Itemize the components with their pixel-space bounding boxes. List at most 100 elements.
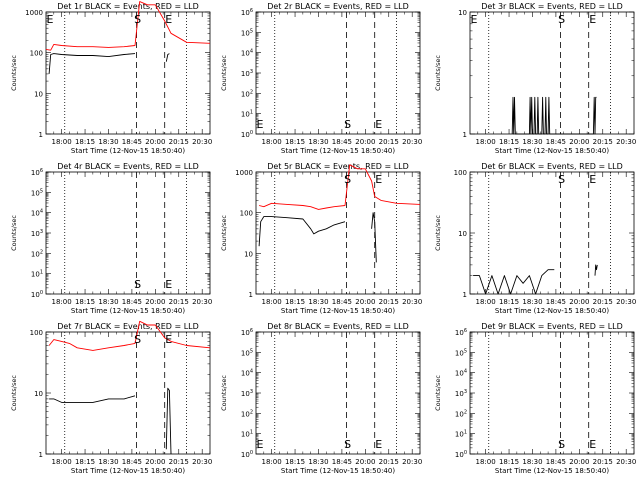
- y-tick-label: 100: [30, 50, 43, 58]
- y-tick-label: 104: [241, 49, 253, 58]
- plot-frame: [469, 331, 635, 455]
- x-axis-label: Start Time (12-Nov-15 18:50:40): [71, 147, 185, 155]
- panel-det9r: Det 9r BLACK = Events, RED = LLD Counts/s…: [434, 322, 636, 475]
- panel-det4r: Det 4r BLACK = Events, RED = LLD Counts/s…: [10, 162, 212, 315]
- y-tick-label: 10: [34, 390, 43, 398]
- y-tick-label: 104: [455, 369, 467, 378]
- series-lld-line: [45, 1, 211, 51]
- x-tick-label: 18:45: [332, 298, 352, 306]
- y-tick-label: 100: [30, 329, 43, 337]
- chart-title: Det 2r BLACK = Events, RED = LLD: [267, 2, 409, 11]
- series-events-line: [371, 212, 377, 263]
- y-tick-label: 106: [31, 168, 43, 177]
- x-tick-label: 18:15: [285, 138, 305, 146]
- y-tick-label: 102: [455, 409, 467, 418]
- x-tick-label: 18:15: [75, 298, 95, 306]
- x-tick-label: 20:15: [379, 138, 399, 146]
- e-left-marker-label: E: [47, 13, 54, 26]
- x-tick-label: 20:15: [593, 298, 613, 306]
- e-marker-label: E: [165, 333, 172, 346]
- e-left-marker-label: E: [471, 13, 478, 26]
- x-tick-label: 18:30: [308, 298, 328, 306]
- x-tick-label: 18:45: [122, 138, 142, 146]
- chart-title: Det 1r BLACK = Events, RED = LLD: [57, 2, 199, 11]
- x-axis-label: Start Time (12-Nov-15 18:50:40): [495, 147, 609, 155]
- x-tick-label: 18:15: [285, 458, 305, 466]
- y-tick-label: 101: [31, 270, 43, 279]
- series-events-line: [48, 53, 136, 74]
- y-axis-label: Counts/sec: [220, 375, 228, 411]
- x-axis-label: Start Time (12-Nov-15 18:50:40): [71, 467, 185, 475]
- y-tick-label: 103: [31, 229, 43, 238]
- x-tick-label: 20:30: [616, 138, 636, 146]
- y-tick-label: 1000: [235, 169, 253, 177]
- chart-title: Det 9r BLACK = Events, RED = LLD: [481, 322, 623, 331]
- e-marker-label: E: [375, 438, 382, 451]
- x-tick-label: 20:00: [145, 138, 165, 146]
- plot-frame: [469, 171, 635, 295]
- series-events-line: [49, 395, 136, 403]
- series-events-line: [511, 96, 597, 135]
- y-tick-label: 103: [241, 389, 253, 398]
- x-tick-label: 18:30: [308, 458, 328, 466]
- s-marker-label: S: [134, 333, 141, 346]
- plot-frame: [469, 11, 635, 135]
- x-tick-label: 18:00: [262, 138, 282, 146]
- series-lld-line: [258, 164, 421, 210]
- x-axis-label: Start Time (12-Nov-15 18:50:40): [281, 147, 395, 155]
- chart-title: Det 6r BLACK = Events, RED = LLD: [481, 162, 623, 171]
- e-marker-label: E: [589, 13, 596, 26]
- plot-frame: [45, 331, 211, 455]
- x-tick-label: 18:00: [476, 298, 496, 306]
- panel-det2r: Det 2r BLACK = Events, RED = LLD Counts/s…: [220, 2, 422, 155]
- x-tick-label: 20:30: [192, 298, 212, 306]
- y-axis-label: Counts/sec: [10, 55, 18, 91]
- y-tick-label: 101: [241, 430, 253, 439]
- x-tick-label: 20:15: [169, 138, 189, 146]
- x-tick-label: 20:15: [379, 298, 399, 306]
- x-tick-label: 18:15: [285, 298, 305, 306]
- x-tick-label: 20:15: [593, 458, 613, 466]
- x-tick-label: 20:30: [616, 298, 636, 306]
- series-events-line: [165, 53, 170, 62]
- y-tick-label: 10: [244, 250, 253, 258]
- x-tick-label: 18:45: [332, 138, 352, 146]
- e-left-marker-label: E: [257, 438, 264, 451]
- e-marker-label: E: [375, 118, 382, 131]
- x-tick-label: 18:00: [52, 298, 72, 306]
- x-tick-label: 18:45: [546, 458, 566, 466]
- chart-title: Det 5r BLACK = Events, RED = LLD: [267, 162, 409, 171]
- x-tick-label: 20:30: [402, 138, 422, 146]
- y-tick-label: 100: [455, 450, 467, 459]
- s-marker-label: S: [558, 173, 565, 186]
- chart-title: Det 4r BLACK = Events, RED = LLD: [57, 162, 199, 171]
- x-tick-label: 20:15: [169, 458, 189, 466]
- y-tick-label: 103: [455, 389, 467, 398]
- y-tick-label: 105: [455, 348, 467, 357]
- series-lld-line: [48, 320, 211, 351]
- s-marker-label: S: [134, 278, 141, 291]
- s-marker-label: S: [558, 438, 565, 451]
- y-tick-label: 10: [458, 230, 467, 238]
- y-tick-label: 101: [241, 110, 253, 119]
- s-marker-label: S: [344, 173, 351, 186]
- x-axis-label: Start Time (12-Nov-15 18:50:40): [71, 307, 185, 315]
- plot-frame: [255, 171, 421, 295]
- x-tick-label: 18:15: [75, 458, 95, 466]
- x-tick-label: 18:30: [98, 138, 118, 146]
- x-tick-label: 18:30: [522, 138, 542, 146]
- s-marker-label: S: [558, 13, 565, 26]
- plot-frame: [255, 11, 421, 135]
- x-tick-label: 18:00: [476, 138, 496, 146]
- y-axis-label: Counts/sec: [220, 55, 228, 91]
- y-tick-label: 1: [463, 291, 467, 299]
- e-left-marker-label: E: [257, 118, 264, 131]
- y-axis-label: Counts/sec: [434, 55, 442, 91]
- x-tick-label: 18:00: [262, 298, 282, 306]
- panel-det3r: Det 3r BLACK = Events, RED = LLD Counts/s…: [434, 2, 636, 155]
- x-tick-label: 20:00: [569, 458, 589, 466]
- x-tick-label: 20:30: [402, 458, 422, 466]
- x-tick-label: 20:15: [379, 458, 399, 466]
- s-marker-label: S: [344, 118, 351, 131]
- s-marker-label: S: [134, 13, 141, 26]
